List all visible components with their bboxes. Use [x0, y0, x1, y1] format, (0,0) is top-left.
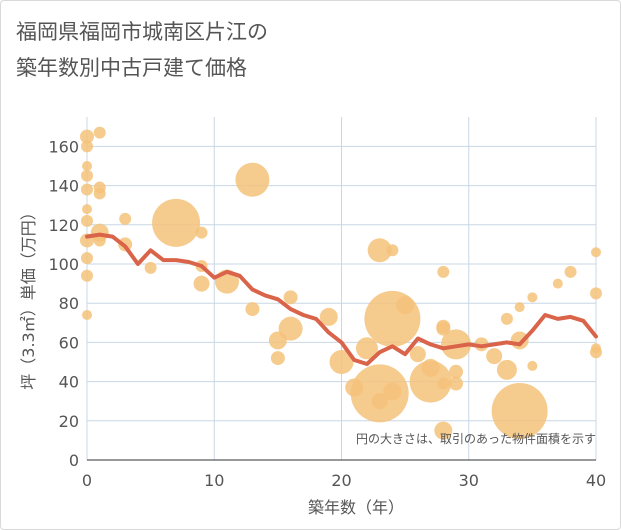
bubble-point: [319, 307, 338, 326]
size-note: 円の大きさは、取引のあった物件面積を示す: [356, 431, 596, 446]
bubble-point: [81, 252, 93, 265]
bubble-series: [80, 126, 602, 440]
bubble-point: [93, 234, 106, 247]
bubble-point: [329, 350, 354, 374]
y-tick-label: 40: [59, 373, 79, 392]
bubble-point: [81, 269, 93, 282]
bubble-point: [82, 204, 92, 215]
bubble-point: [81, 140, 93, 153]
bubble-point: [437, 265, 450, 278]
bubble-point: [93, 126, 106, 139]
bubble-point: [396, 296, 415, 315]
bubble-point: [564, 265, 577, 278]
x-tick-label: 40: [586, 471, 606, 490]
bubble-point: [590, 346, 602, 359]
bubble-point: [81, 183, 93, 196]
bubble-point: [591, 247, 601, 258]
bubble-point: [552, 278, 563, 289]
bubble-point: [514, 302, 525, 313]
y-tick-label: 80: [59, 294, 79, 313]
x-tick-label: 10: [204, 471, 224, 490]
bubble-point: [500, 312, 513, 325]
bubble-point: [82, 161, 92, 171]
x-tick-label: 30: [459, 471, 479, 490]
bubble-point: [371, 393, 388, 410]
bubble-point: [364, 290, 421, 347]
bubble-point: [235, 162, 270, 197]
bubble-point: [278, 316, 303, 341]
y-axis-label: 坪（3.3㎡）単価（万円）: [19, 204, 38, 389]
chart-title: 福岡県福岡市城南区片江の 築年数別中古戸建て価格: [16, 14, 268, 86]
axis-ticks: 0 20 40 60 80 100 120 140 160 0 10 20 30 40: [48, 137, 606, 490]
bubble-point: [82, 309, 92, 320]
bubble-point: [367, 238, 392, 263]
y-tick-label: 160: [48, 137, 79, 156]
y-tick-label: 0: [69, 451, 79, 470]
bubble-point: [434, 421, 453, 440]
bubble-point: [193, 275, 210, 292]
y-tick-label: 20: [59, 412, 79, 431]
bubble-point: [81, 169, 93, 182]
x-axis-label: 築年数（年）: [308, 498, 404, 517]
bubble-point: [195, 226, 208, 239]
bubble-point: [119, 212, 132, 225]
bubble-point: [436, 321, 451, 336]
trend-series: [85, 232, 598, 366]
bubble-point: [527, 360, 538, 371]
y-tick-label: 140: [48, 177, 79, 196]
y-tick-label: 120: [48, 216, 79, 235]
bubble-point: [283, 290, 298, 305]
bubble-point: [81, 214, 93, 227]
bubble-point: [93, 187, 106, 200]
title-line-1: 福岡県福岡市城南区片江の: [16, 20, 268, 44]
x-tick-label: 20: [331, 471, 351, 490]
bubble-point: [486, 348, 503, 365]
bubble-point: [590, 287, 602, 300]
bubble-point: [496, 359, 517, 380]
average-price-line: [85, 232, 598, 366]
bubble-point: [409, 360, 452, 403]
bubble-point: [144, 261, 157, 274]
bubble-point: [355, 337, 378, 360]
bubble-point: [449, 376, 464, 391]
x-tick-label: 0: [82, 471, 92, 490]
bubble-point: [527, 292, 538, 303]
bubble-point: [80, 129, 94, 144]
bubble-point: [245, 302, 260, 317]
bubble-point: [152, 198, 201, 247]
bubble-point: [491, 383, 548, 439]
title-line-2: 築年数別中古戸建て価格: [16, 56, 247, 80]
y-tick-label: 60: [59, 333, 79, 352]
bubble-point: [270, 351, 285, 366]
bubble-point: [437, 377, 450, 390]
y-tick-label: 100: [48, 255, 79, 274]
bubble-point: [449, 364, 464, 379]
bubble-point: [386, 244, 399, 257]
bubble-point: [409, 346, 426, 363]
bubble-point: [383, 382, 402, 401]
